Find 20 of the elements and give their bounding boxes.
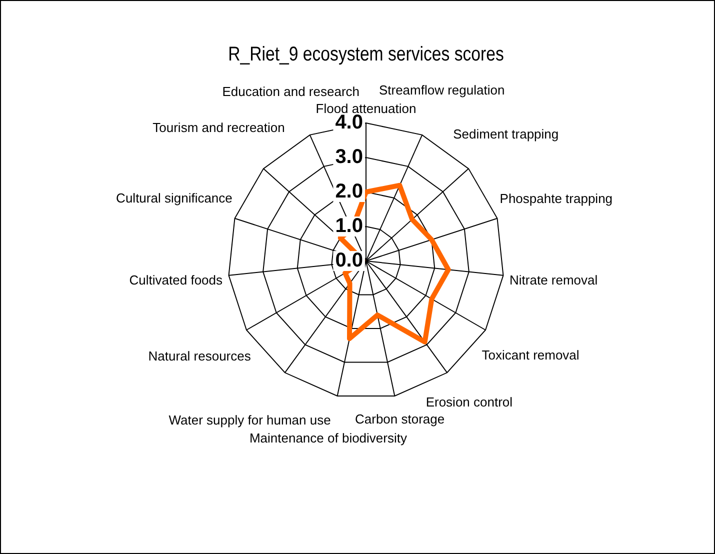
spoke-label: Erosion control xyxy=(426,394,513,410)
spoke-label: Natural resources xyxy=(148,348,252,364)
y-tick-label: 1.0 xyxy=(335,215,363,238)
spoke-label: Water supply for human use xyxy=(168,412,331,428)
spoke-label: Toxicant removal xyxy=(482,348,580,363)
spoke-label: Nitrate removal xyxy=(510,272,598,288)
spoke-label: Phospahte trapping xyxy=(500,190,613,206)
spoke-label: Cultural significance xyxy=(116,190,232,206)
y-tick-label: 2.0 xyxy=(335,180,363,203)
y-tick-label: 4.0 xyxy=(335,112,363,134)
spoke-label: Maintenance of biodiversity xyxy=(249,430,408,446)
spoke-label: Carbon storage xyxy=(355,412,445,427)
spoke-label: Tourism and recreation xyxy=(152,120,285,135)
y-tick-label: 0.0 xyxy=(335,250,363,272)
chart-title: R_Riet_9 ecosystem services scores xyxy=(228,42,504,65)
spoke-label: Streamflow regulation xyxy=(378,82,505,98)
spoke-label: Sediment trapping xyxy=(453,126,559,142)
y-tick-label: 3.0 xyxy=(335,146,363,168)
spoke-label: Education and research xyxy=(222,84,360,99)
spoke-label: Cultivated foods xyxy=(129,272,224,288)
